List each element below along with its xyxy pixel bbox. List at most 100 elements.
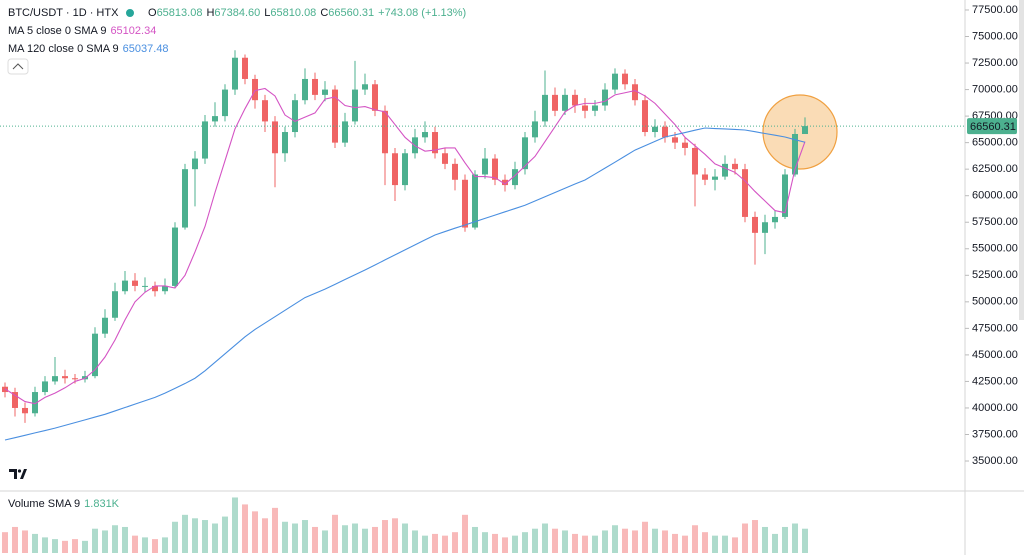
volume-bar [182, 514, 188, 553]
volume-bar [472, 526, 478, 553]
candle-body [232, 57, 238, 90]
volume-bar [642, 521, 648, 553]
volume-bar [602, 530, 608, 553]
candle-body [722, 163, 728, 177]
candle-body [172, 227, 178, 286]
ohlc-value: 66560.31 [328, 7, 374, 19]
volume-bar [152, 539, 158, 553]
candle-body [142, 285, 148, 287]
volume-bar [352, 523, 358, 553]
candle-body [12, 392, 18, 408]
candle-body [732, 163, 738, 170]
candle-body [472, 174, 478, 228]
candle-body [562, 94, 568, 111]
volume-bar [612, 525, 618, 553]
candle-body [622, 73, 628, 85]
volume-bar [132, 535, 138, 553]
volume-bar [402, 523, 408, 553]
y-tick-label: 57500.00 [972, 216, 1018, 228]
ohlc-value: 65810.08 [270, 7, 316, 19]
volume-bar [112, 525, 118, 553]
volume-bar [162, 537, 168, 553]
candle-body [322, 89, 328, 95]
y-tick-label: 35000.00 [972, 455, 1018, 467]
candle-body [662, 126, 668, 138]
candle-body [742, 169, 748, 217]
volume-bar [492, 533, 498, 553]
candle-body [102, 317, 108, 334]
candle-body [52, 376, 58, 382]
volume-bar [212, 523, 218, 553]
candle-body [132, 280, 138, 286]
volume-bar [572, 533, 578, 553]
ohlc-change: +743.08 (+1.13%) [378, 7, 466, 19]
candle-body [382, 110, 388, 154]
candle-body [552, 94, 558, 111]
candle-body [342, 121, 348, 143]
y-tick-label: 77500.00 [972, 4, 1018, 16]
y-tick-label: 60000.00 [972, 190, 1018, 202]
candle-body [202, 121, 208, 159]
candle-body [442, 153, 448, 164]
y-tick-label: 50000.00 [972, 296, 1018, 308]
candle-body [432, 132, 438, 154]
volume-name: Volume SMA 9 [8, 498, 80, 510]
candle-body [372, 84, 378, 111]
candle-body [522, 137, 528, 170]
y-tick-label: 72500.00 [972, 57, 1018, 69]
y-tick-label: 65000.00 [972, 137, 1018, 149]
volume-bar [62, 540, 68, 553]
volume-bar [72, 539, 78, 553]
volume-bar [432, 533, 438, 553]
candle-body [652, 126, 658, 133]
price-tag-label: 66560.31 [970, 121, 1016, 133]
candle-body [542, 94, 548, 122]
ohlc-key: L [264, 7, 270, 19]
symbol: BTC/USDT · 1D · HTX [8, 7, 119, 19]
candle-body [802, 126, 808, 135]
candle-body [792, 134, 798, 175]
candle-body [292, 100, 298, 133]
volume-bar [372, 526, 378, 553]
volume-bar [202, 520, 208, 553]
volume-bar [692, 525, 698, 553]
volume-bar [302, 520, 308, 553]
candle-body [282, 132, 288, 154]
candle-body [672, 137, 678, 143]
volume-bar [552, 528, 558, 553]
candle-body [122, 280, 128, 292]
volume-bar [252, 511, 258, 553]
ohlc-key: C [320, 7, 328, 19]
volume-bar [412, 530, 418, 553]
status-dot [126, 9, 134, 17]
candle-body [352, 89, 358, 122]
volume-bar [52, 539, 58, 553]
header: BTC/USDT · 1D · HTX O65813.08 H67384.60 L6… [7, 7, 466, 510]
volume-bar [712, 535, 718, 553]
candle-body [462, 179, 468, 228]
volume-bar [332, 514, 338, 553]
candle-body [492, 158, 498, 180]
volume-bar [272, 507, 278, 553]
y-tick-label: 40000.00 [972, 402, 1018, 414]
collapse-button[interactable] [7, 58, 29, 75]
volume-bar [282, 521, 288, 553]
scrollbar [1019, 0, 1024, 320]
volume-bar [762, 526, 768, 553]
y-tick-label: 42500.00 [972, 375, 1018, 387]
candle-body [32, 392, 38, 414]
candle-body [72, 378, 78, 380]
candle-body [422, 132, 428, 138]
ma-value: 65102.34 [110, 25, 156, 37]
candle-body [632, 84, 638, 101]
volume-bar [42, 537, 48, 553]
candle-body [532, 121, 538, 138]
volume-bar [292, 523, 298, 553]
volume-bar [452, 532, 458, 553]
ma-legend: MA 120 close 0 SMA 9 65037.48 [8, 43, 169, 55]
volume-bar [582, 535, 588, 553]
y-tick-label: 52500.00 [972, 269, 1018, 281]
candle-body [22, 407, 28, 414]
